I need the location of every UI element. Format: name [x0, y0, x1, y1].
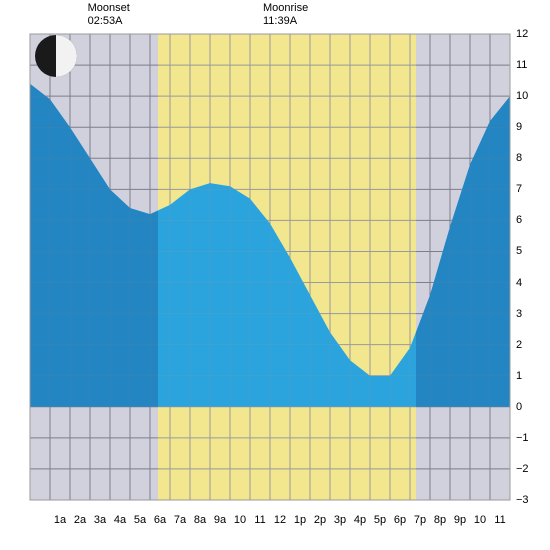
x-tick: 8p — [434, 514, 446, 526]
y-tick: −1 — [516, 432, 529, 444]
x-tick: 10 — [474, 514, 486, 526]
y-tick: 4 — [516, 277, 522, 289]
x-tick: 6a — [154, 514, 166, 526]
x-tick: 1p — [294, 514, 306, 526]
x-tick: 11 — [494, 514, 505, 526]
x-tick: 9p — [454, 514, 466, 526]
x-tick: 3p — [334, 514, 346, 526]
y-tick: 5 — [516, 245, 522, 257]
moonrise-title: Moonrise — [263, 2, 308, 15]
y-tick: 10 — [516, 90, 528, 102]
y-tick: 9 — [516, 121, 522, 133]
x-tick: 1a — [54, 514, 66, 526]
x-tick: 6p — [394, 514, 406, 526]
y-tick: 8 — [516, 152, 522, 164]
y-tick: 7 — [516, 183, 522, 195]
x-tick: 7a — [174, 514, 186, 526]
x-tick: 4a — [114, 514, 126, 526]
x-tick: 11 — [254, 514, 265, 526]
y-tick: 11 — [516, 59, 527, 71]
x-tick: 3a — [94, 514, 106, 526]
y-tick: 2 — [516, 339, 522, 351]
x-tick: 2p — [314, 514, 326, 526]
y-tick: 6 — [516, 214, 522, 226]
moonrise-time: 11:39A — [263, 15, 308, 28]
x-tick: 5a — [134, 514, 146, 526]
moon-phase-icon — [34, 34, 78, 78]
x-tick: 2a — [74, 514, 86, 526]
moonset-time: 02:53A — [88, 15, 130, 28]
y-tick: 1 — [516, 370, 522, 382]
y-tick: 3 — [516, 308, 522, 320]
x-tick: 10 — [234, 514, 246, 526]
y-tick: −3 — [516, 494, 529, 506]
x-tick: 12 — [274, 514, 286, 526]
x-tick: 4p — [354, 514, 366, 526]
x-tick: 5p — [374, 514, 386, 526]
chart-canvas — [0, 0, 550, 550]
x-tick: 7p — [414, 514, 426, 526]
tide-chart: Moonset 02:53A Moonrise 11:39A −3−2−1012… — [0, 0, 550, 550]
y-tick: 0 — [516, 401, 522, 413]
moonset-label: Moonset 02:53A — [88, 2, 130, 28]
x-tick: 9a — [214, 514, 226, 526]
x-tick: 8a — [194, 514, 206, 526]
moonrise-label: Moonrise 11:39A — [263, 2, 308, 28]
moonset-title: Moonset — [88, 2, 130, 15]
y-tick: −2 — [516, 463, 529, 475]
y-tick: 12 — [516, 28, 528, 40]
